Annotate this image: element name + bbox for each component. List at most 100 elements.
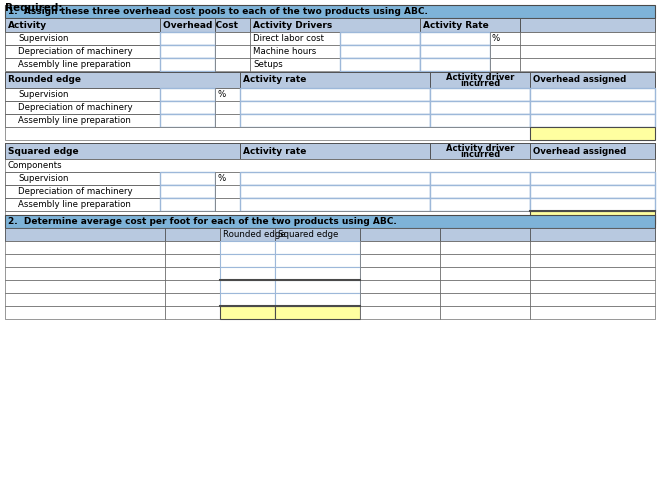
Bar	[5, 5, 655, 18]
Bar	[420, 58, 490, 71]
Bar	[5, 280, 165, 293]
Bar	[240, 198, 430, 211]
Bar	[250, 45, 340, 58]
Bar	[5, 228, 655, 241]
Text: Supervision: Supervision	[18, 174, 69, 183]
Text: Rounded edge: Rounded edge	[223, 230, 286, 239]
Bar	[215, 101, 240, 114]
Text: %: %	[217, 174, 225, 183]
Bar	[420, 18, 520, 32]
Bar	[215, 172, 240, 185]
Bar	[165, 267, 220, 280]
Bar	[490, 58, 520, 71]
Text: Rounded edge: Rounded edge	[8, 76, 81, 84]
Text: incurred: incurred	[460, 150, 500, 159]
Bar	[520, 32, 655, 45]
Bar	[520, 58, 655, 71]
Bar	[215, 114, 240, 127]
Bar	[240, 172, 430, 185]
Bar	[360, 293, 440, 306]
Text: Assembly line preparation: Assembly line preparation	[18, 60, 131, 69]
Bar	[430, 88, 530, 101]
Bar	[250, 18, 420, 32]
Bar	[5, 32, 160, 45]
Bar	[5, 88, 160, 101]
Text: %: %	[492, 34, 500, 43]
Bar	[220, 293, 275, 306]
Bar	[5, 45, 160, 58]
Bar	[530, 185, 655, 198]
Text: Depreciation of machinery: Depreciation of machinery	[18, 187, 133, 196]
Text: Depreciation of machinery: Depreciation of machinery	[18, 47, 133, 56]
Bar	[5, 185, 160, 198]
Bar	[215, 45, 250, 58]
Bar	[165, 254, 220, 267]
Bar	[530, 293, 655, 306]
Bar	[275, 241, 360, 254]
Bar	[440, 267, 530, 280]
Bar	[530, 241, 655, 254]
Text: Setups: Setups	[253, 60, 282, 69]
Text: Activity rate: Activity rate	[243, 147, 306, 156]
Bar	[275, 228, 360, 241]
Bar	[440, 306, 530, 319]
Bar	[360, 267, 440, 280]
Text: Depreciation of machinery: Depreciation of machinery	[18, 103, 133, 112]
Bar	[240, 72, 430, 88]
Bar	[240, 101, 430, 114]
Bar	[275, 280, 360, 293]
Bar	[160, 88, 215, 101]
Text: Components: Components	[8, 161, 63, 170]
Bar	[160, 58, 215, 71]
Bar	[160, 18, 215, 32]
Text: 2.  Determine average cost per foot for each of the two products using ABC.: 2. Determine average cost per foot for e…	[8, 217, 397, 226]
Bar	[5, 267, 165, 280]
Text: Direct labor cost: Direct labor cost	[253, 34, 324, 43]
Bar	[360, 228, 440, 241]
Text: Squared edge: Squared edge	[278, 230, 339, 239]
Bar	[5, 198, 160, 211]
Bar	[440, 280, 530, 293]
Bar	[530, 143, 655, 159]
Text: Activity rate: Activity rate	[243, 76, 306, 84]
Bar	[160, 185, 215, 198]
Bar	[5, 254, 165, 267]
Text: 1.  Assign these three overhead cost pools to each of the two products using ABC: 1. Assign these three overhead cost pool…	[8, 7, 428, 16]
Bar	[530, 101, 655, 114]
Bar	[530, 172, 655, 185]
Bar	[215, 198, 240, 211]
Bar	[220, 254, 275, 267]
Bar	[430, 198, 530, 211]
Bar	[165, 241, 220, 254]
Bar	[5, 127, 530, 140]
Bar	[430, 114, 530, 127]
Bar	[530, 198, 655, 211]
Bar	[530, 228, 655, 241]
Text: Activity Drivers: Activity Drivers	[253, 20, 332, 29]
Bar	[275, 267, 360, 280]
Text: Squared edge: Squared edge	[8, 147, 79, 156]
Bar	[220, 228, 275, 241]
Bar	[220, 306, 275, 319]
Text: Activity driver: Activity driver	[446, 144, 514, 153]
Bar	[430, 172, 530, 185]
Bar	[165, 228, 220, 241]
Bar	[530, 280, 655, 293]
Bar	[5, 228, 165, 241]
Bar	[530, 114, 655, 127]
Text: Supervision: Supervision	[18, 34, 69, 43]
Text: Activity: Activity	[8, 20, 47, 29]
Bar	[160, 45, 215, 58]
Bar	[430, 143, 530, 159]
Bar	[240, 114, 430, 127]
Bar	[5, 241, 165, 254]
Bar	[530, 127, 655, 140]
Bar	[530, 267, 655, 280]
Bar	[360, 306, 440, 319]
Bar	[360, 254, 440, 267]
Bar	[165, 293, 220, 306]
Bar	[430, 101, 530, 114]
Bar	[5, 58, 160, 71]
Bar	[430, 185, 530, 198]
Bar	[5, 293, 165, 306]
